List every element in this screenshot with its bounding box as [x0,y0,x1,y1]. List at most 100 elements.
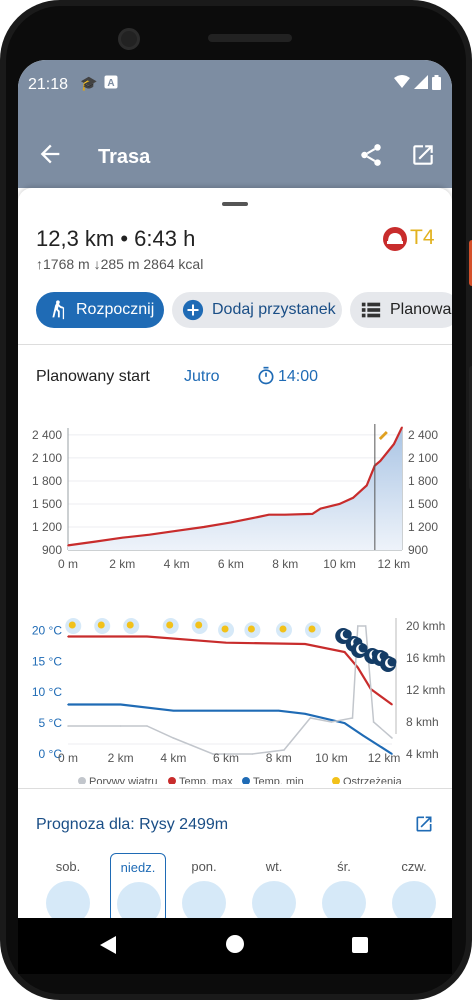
weather-icon [392,881,436,918]
elevation-y-tick-left: 1 800 [32,474,62,488]
weather-series-point [391,753,393,755]
planned-start-label: Planowany start [36,368,150,385]
planned-start-day[interactable]: Jutro [184,368,220,385]
elevation-point [94,540,96,543]
weather-series-point [146,635,148,638]
elevation-y-tick-left: 1 200 [32,520,62,534]
weather-series-point [304,643,306,645]
legend-label: Temp. max [179,776,233,784]
svg-text:A: A [107,78,114,89]
forecast-day-3[interactable]: pon. [176,853,232,918]
screen: 21:18 🎓 A Trasa 12,3 km • 6:43 h ↑1768 m… [18,60,452,918]
elevation-point [401,426,403,429]
elevation-point [67,544,69,547]
elevation-x-tick: 8 km [272,557,298,571]
weather-icon [117,882,161,918]
legend-label: Temp. min [253,776,304,784]
weather-series-point [119,725,122,727]
plus-circle-icon [182,299,204,321]
weather-series-point [309,717,312,719]
elevation-y-tick-right: 1 200 [408,520,438,534]
elevation-point [268,513,270,516]
weather-series-point [119,703,122,706]
sun-core [308,625,316,633]
wind-y-tick: 4 kmh [406,747,439,761]
back-arrow-icon[interactable] [36,140,64,168]
volume-button [469,366,472,490]
weather-series-point [330,721,333,723]
weather-x-tick: 8 km [266,751,292,765]
elevation-y-tick-left: 2 100 [32,451,62,465]
weather-chart[interactable]: 0 °C 5 °C 10 °C 15 °C 20 °C 4 kmh 8 kmh 12 kmh 1… [18,608,452,784]
weather-icon [252,881,296,918]
legend-marker [332,777,340,784]
open-external-icon[interactable] [410,142,436,168]
weather-series-point [343,651,346,653]
elevation-point [148,533,151,536]
elevation-x-tick: 12 km [378,557,411,571]
elevation-point [393,443,395,445]
elevation-x-tick: 4 km [164,557,190,571]
weather-series-point [351,717,354,719]
elevation-x-tick: 10 km [323,557,356,571]
weather-x-tick: 6 km [213,751,239,765]
weather-series-point [356,625,359,627]
drag-handle[interactable] [222,202,248,206]
sun-core [97,621,105,629]
elevation-y-tick-right: 2 100 [408,451,438,465]
weather-series-point [172,737,175,739]
status-bar: 21:18 🎓 A [18,60,452,126]
route-stats: ↑1768 m ↓285 m 2864 kcal [36,256,204,272]
weather-series-point [304,713,306,715]
weather-series-point [391,703,393,706]
temperature-y-tick: 0 °C [39,747,63,761]
elevation-point [365,484,368,487]
forecast-day-2[interactable]: niedz. [110,853,166,918]
sun-core [221,625,229,633]
nav-home-button[interactable] [226,935,244,953]
start-button[interactable]: Rozpocznij [36,292,164,328]
forecast-day-label: niedz. [120,860,156,875]
forecast-link[interactable]: Prognoza dla: Rysy 2499m [36,816,229,833]
share-icon[interactable] [358,142,384,168]
elevation-y-tick-left: 1 500 [32,497,62,511]
planned-start-time[interactable]: 14:00 [278,368,319,385]
list-icon [361,302,381,318]
weather-series-point [251,753,254,755]
weather-x-tick: 2 km [108,751,134,765]
plan-label: Planowanie [390,301,452,318]
wind-y-tick: 16 kmh [406,651,445,665]
wifi-icon [394,75,410,92]
keyboard-a-icon: A [104,75,118,92]
weather-series-point [67,725,69,727]
elevation-x-tick: 0 m [58,557,78,571]
status-time: 21:18 [28,76,69,93]
forecast-day-6[interactable]: czw. [386,853,442,918]
add-stop-button[interactable]: Dodaj przystanek [172,292,342,328]
elevation-x-tick: 6 km [218,557,244,571]
nav-back-button[interactable] [100,936,116,954]
weather-series-point [343,722,346,724]
forecast-day-4[interactable]: wt. [246,853,302,918]
forecast-day-label: czw. [401,859,427,874]
plan-button[interactable]: Planowanie [350,292,452,328]
divider [18,344,452,345]
weather-series-line [68,625,393,755]
forecast-day-label: wt. [265,859,283,874]
elevation-point [311,513,314,515]
weather-series-line [68,703,393,755]
weather-series-point [67,635,69,638]
forecast-day-5[interactable]: śr. [316,853,372,918]
sun-core [247,625,255,633]
open-external-icon[interactable] [414,814,434,834]
forecast-day-1[interactable]: sob. [40,853,96,918]
elevation-chart[interactable]: 900 900 1 200 1 200 1 500 1 500 1 800 1 800 2 10… [18,420,452,580]
forecast-day-label: sob. [55,859,81,874]
moon-shadow [342,629,352,639]
power-button [469,240,472,286]
legend-marker [78,777,86,784]
elevation-y-tick-right: 900 [408,543,428,557]
hammer-icon [378,431,388,440]
nav-recent-apps-button[interactable] [352,937,368,953]
elevation-point [121,536,124,539]
